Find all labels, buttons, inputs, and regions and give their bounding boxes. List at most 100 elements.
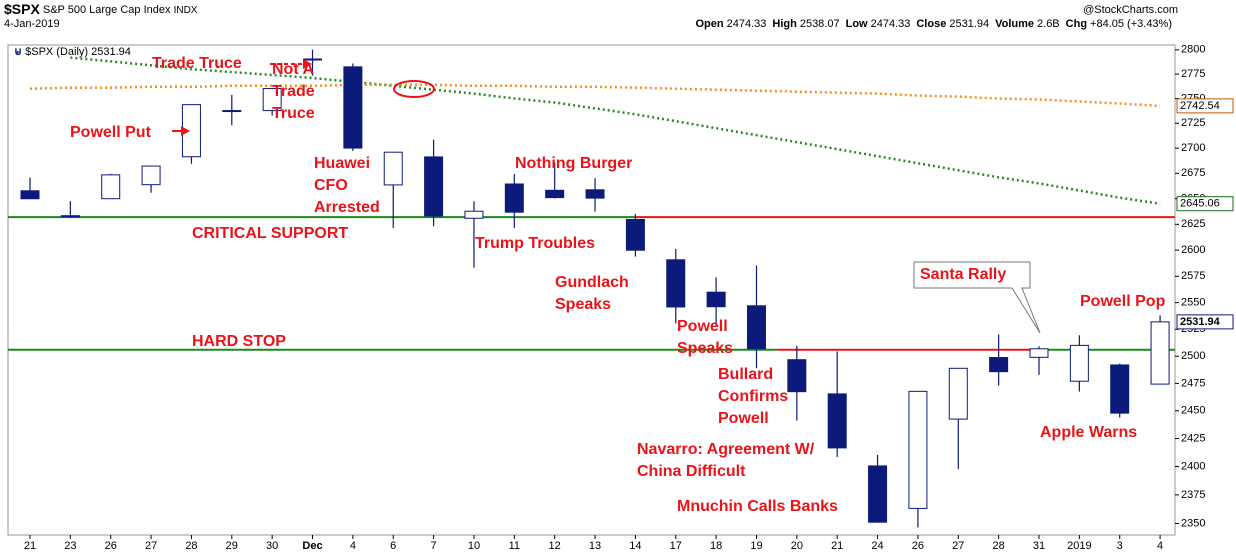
annotation: Truce xyxy=(272,105,315,122)
quote-label: Chg xyxy=(1066,18,1087,30)
candle-body xyxy=(141,165,161,186)
date: 4-Jan-2019 xyxy=(4,18,60,30)
annotation: Speaks xyxy=(677,340,733,357)
x-tick-label: Dec xyxy=(302,540,322,552)
y-tick-label: 2775 xyxy=(1181,68,1205,80)
y-tick-label: 2550 xyxy=(1181,297,1205,309)
callout xyxy=(913,261,1041,334)
annotation: China Difficult xyxy=(637,463,746,480)
annotation: Powell Put xyxy=(70,124,152,141)
candle-body xyxy=(101,174,121,200)
x-tick-label: 12 xyxy=(549,540,561,552)
legend-label: $SPX (Daily) 2531.94 xyxy=(25,46,131,58)
y-tick-label: 2575 xyxy=(1181,270,1205,282)
annotation: Mnuchin Calls Banks xyxy=(677,498,838,515)
x-tick-label: 19 xyxy=(750,540,762,552)
candle-body xyxy=(868,465,888,523)
annotation: Trump Troubles xyxy=(475,235,595,252)
header-title: $SPX S&P 500 Large Cap Index INDX xyxy=(4,1,198,17)
candle-body xyxy=(464,210,484,219)
annotation: Navarro: Agreement W/ xyxy=(637,441,815,458)
y-tick-label: 2600 xyxy=(1181,244,1205,256)
x-tick-label: 21 xyxy=(831,540,843,552)
moving-average xyxy=(29,83,1161,108)
candle-body xyxy=(787,359,807,393)
exchange: INDX xyxy=(174,5,198,16)
x-tick-label: 18 xyxy=(710,540,722,552)
annotation: Arrested xyxy=(314,199,380,216)
y-tick-label: 2725 xyxy=(1181,117,1205,129)
candle-body xyxy=(585,189,605,199)
index-name: S&P 500 Large Cap Index xyxy=(43,4,171,16)
x-tick-label: 26 xyxy=(105,540,117,552)
x-tick-label: 27 xyxy=(145,540,157,552)
x-tick-label: 3 xyxy=(1117,540,1123,552)
annotation: CRITICAL SUPPORT xyxy=(192,225,348,242)
moving-average xyxy=(70,56,1161,205)
x-tick-label: 4 xyxy=(1157,540,1163,552)
symbol: $SPX xyxy=(4,1,40,17)
candle-body xyxy=(1029,348,1049,358)
annotation: Gundlach xyxy=(555,274,629,291)
highlight-circle xyxy=(393,80,435,98)
x-tick-label: 2019 xyxy=(1067,540,1091,552)
annotation: Nothing Burger xyxy=(515,155,632,172)
quote-label: Open xyxy=(695,18,723,30)
x-tick-label: 17 xyxy=(670,540,682,552)
x-tick-label: 27 xyxy=(952,540,964,552)
y-tick-label: 2475 xyxy=(1181,377,1205,389)
x-tick-label: 24 xyxy=(871,540,883,552)
x-tick-label: 13 xyxy=(589,540,601,552)
value-label: 2645.06 xyxy=(1180,198,1220,210)
annotation: Apple Warns xyxy=(1040,424,1137,441)
annotation: Bullard xyxy=(718,366,773,383)
y-tick-label: 2800 xyxy=(1181,44,1205,56)
value-label: 2742.54 xyxy=(1180,100,1220,112)
candle-body xyxy=(1069,344,1089,382)
candle-body xyxy=(60,215,80,218)
candle-body xyxy=(262,88,282,112)
candle-body xyxy=(989,357,1009,373)
quote-value: +84.05 (+3.43%) xyxy=(1090,18,1172,30)
x-tick-label: 7 xyxy=(431,540,437,552)
candle-body xyxy=(948,367,968,420)
candle-body xyxy=(383,151,403,186)
y-tick-label: 2450 xyxy=(1181,405,1205,417)
annotation: CFO xyxy=(314,177,348,194)
y-tick-label: 2425 xyxy=(1181,432,1205,444)
candle-body xyxy=(20,190,40,200)
value-box xyxy=(1176,314,1234,330)
x-tick-label: 20 xyxy=(791,540,803,552)
x-tick-label: 6 xyxy=(390,540,396,552)
quote-value: 2531.94 xyxy=(949,18,989,30)
y-tick-label: 2500 xyxy=(1181,350,1205,362)
annotation: Powell xyxy=(677,318,728,335)
annotation: HARD STOP xyxy=(192,333,286,350)
candle-body xyxy=(1110,364,1130,414)
quote-value: 2474.33 xyxy=(727,18,767,30)
quote-label: Close xyxy=(916,18,946,30)
x-tick-label: 29 xyxy=(226,540,238,552)
candle-body xyxy=(222,110,242,113)
x-tick-label: 26 xyxy=(912,540,924,552)
y-tick-label: 2350 xyxy=(1181,517,1205,529)
source: @StockCharts.com xyxy=(1083,4,1178,16)
x-tick-label: 14 xyxy=(629,540,641,552)
legend: ⊌ $SPX (Daily) 2531.94 xyxy=(14,46,131,58)
plot-frame xyxy=(7,44,1176,536)
annotation: Powell xyxy=(718,410,769,427)
quote-label: High xyxy=(772,18,797,30)
value-box xyxy=(1176,196,1234,212)
y-tick-label: 2375 xyxy=(1181,489,1205,501)
x-tick-label: 4 xyxy=(350,540,356,552)
quote-label: Low xyxy=(846,18,868,30)
arrow-head xyxy=(303,59,312,69)
annotation: Trade Truce xyxy=(152,55,242,72)
annotation: Speaks xyxy=(555,296,611,313)
candle-body xyxy=(545,189,565,199)
x-tick-label: 11 xyxy=(509,540,520,552)
quote-value: 2538.07 xyxy=(800,18,840,30)
annotation: Confirms xyxy=(718,388,788,405)
value-label: 2531.94 xyxy=(1180,316,1221,328)
